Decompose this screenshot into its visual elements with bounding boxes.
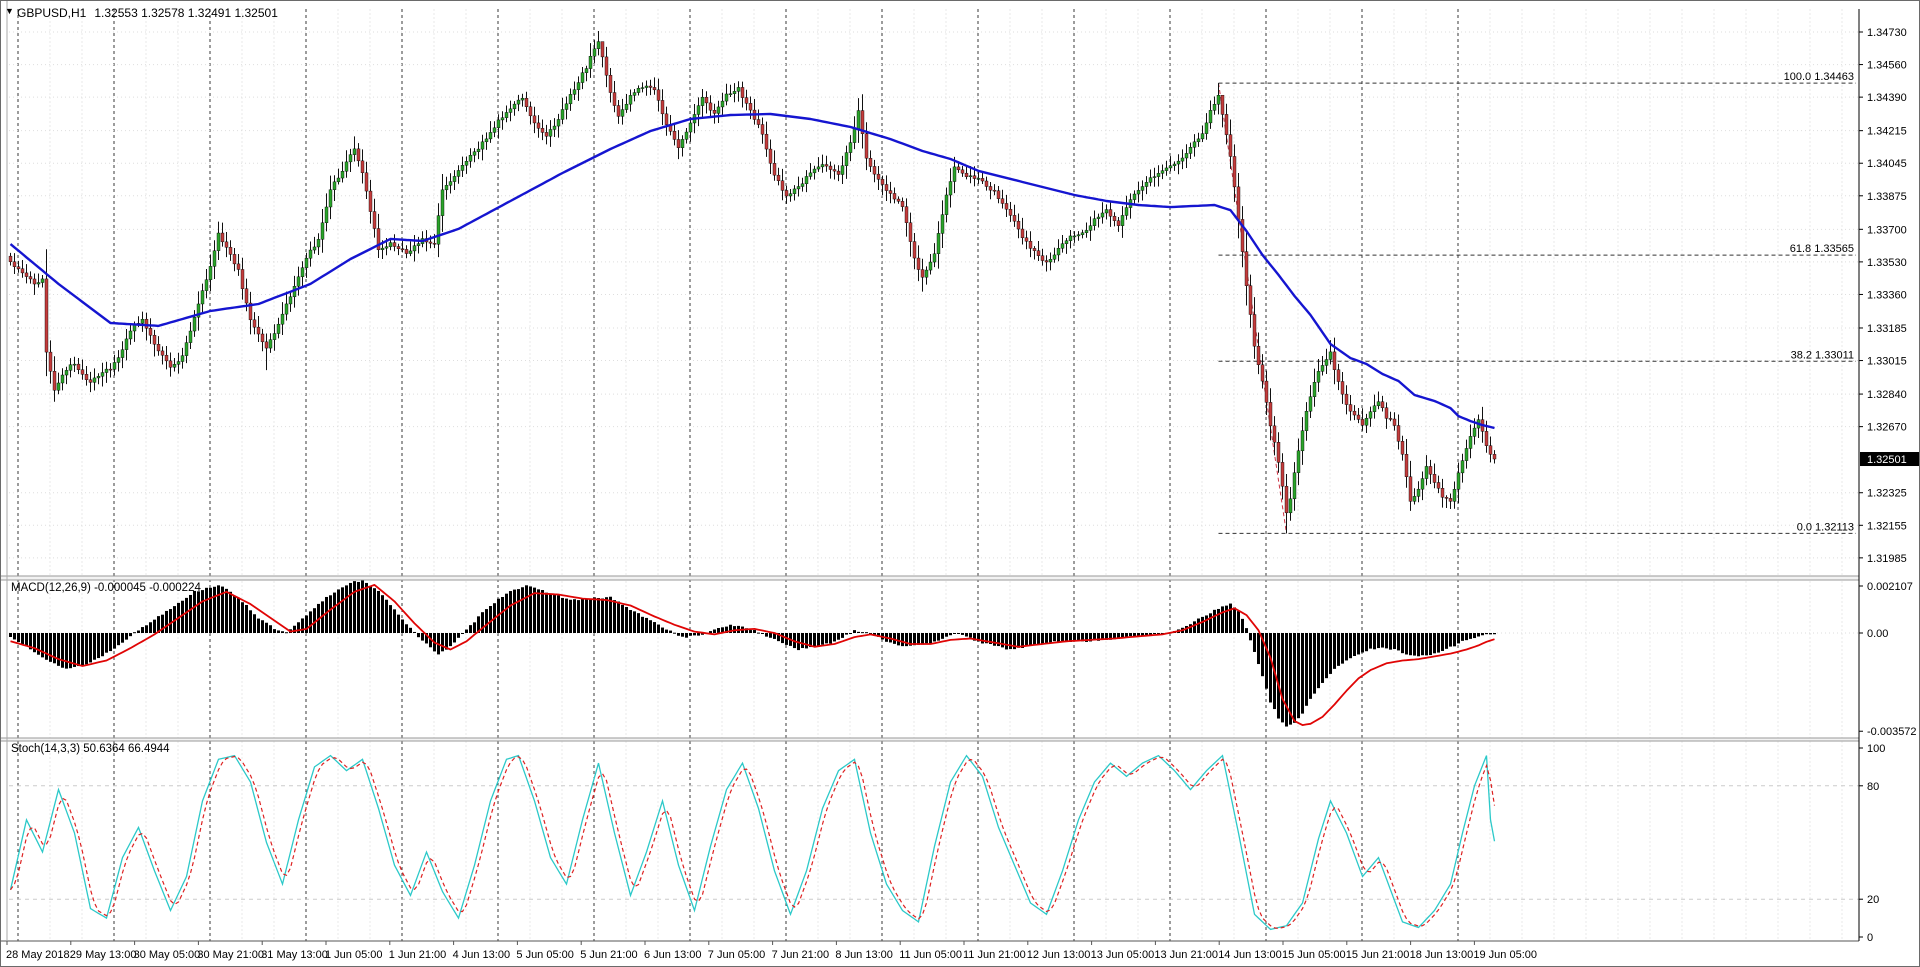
axis-tick-label: 1.34215 [1867, 126, 1907, 138]
axis-tick-label: 80 [1867, 781, 1879, 793]
time-tick-label: 30 May 21:00 [197, 949, 264, 961]
time-tick-label: 31 May 13:00 [261, 949, 328, 961]
symbol-dropdown-icon[interactable]: ▼ [5, 6, 14, 16]
time-tick-label: 7 Jun 21:00 [772, 949, 830, 961]
time-tick-label: 5 Jun 21:00 [580, 949, 638, 961]
axis-tick-label: 1.33185 [1867, 323, 1907, 335]
time-tick-label: 1 Jun 05:00 [325, 949, 383, 961]
moving-average-line [9, 112, 1495, 430]
candlesticks[interactable] [8, 31, 1497, 534]
axis-tick-label: 1.32840 [1867, 389, 1907, 401]
time-tick-label: 15 Jun 21:00 [1346, 949, 1410, 961]
time-tick-label: 11 Jun 05:00 [899, 949, 962, 961]
axis-tick-label: 1.34730 [1867, 27, 1907, 39]
axis-tick-label: 0.002107 [1867, 581, 1913, 593]
time-tick-label: 13 Jun 05:00 [1091, 949, 1155, 961]
time-tick-label: 18 Jun 13:00 [1410, 949, 1474, 961]
axis-tick-label: 100 [1867, 743, 1885, 755]
price-scale[interactable]: 1.34730 1.34560 1.34390 1.34215 1.34045 1.338… [1858, 1, 1920, 967]
time-tick-label: 5 Jun 05:00 [516, 949, 574, 961]
fibonacci-retracement[interactable]: 100.0 1.34463 61.8 1.33565 38.2 1.33011 0.0… [1218, 71, 1857, 534]
axis-tick-label: 1.34560 [1867, 60, 1907, 72]
time-tick-label: 12 Jun 13:00 [1027, 949, 1091, 961]
time-tick-label: 30 May 05:00 [134, 949, 201, 961]
time-tick-label: 28 May 2018 [6, 949, 70, 961]
time-tick-label: 1 Jun 21:00 [389, 949, 447, 961]
fib-level-label: 0.0 1.32113 [1797, 521, 1854, 533]
time-tick-label: 29 May 13:00 [70, 949, 137, 961]
fib-level-label: 100.0 1.34463 [1784, 71, 1854, 83]
stochastic-lines[interactable] [9, 754, 1496, 931]
current-price-box: 1.32501 [1860, 452, 1919, 467]
time-tick-label: 6 Jun 13:00 [644, 949, 702, 961]
current-price-label: 1.32501 [1867, 454, 1907, 466]
time-tick-label: 14 Jun 13:00 [1218, 949, 1282, 961]
axis-tick-label: 1.32155 [1867, 520, 1907, 532]
macd-signal-line [10, 584, 1495, 726]
axis-tick-label: 0.00 [1867, 628, 1888, 640]
axis-tick-label: 1.33530 [1867, 257, 1907, 269]
time-tick-label: 8 Jun 13:00 [835, 949, 893, 961]
axis-tick-label: 1.33700 [1867, 224, 1907, 236]
axis-tick-label: 1.33015 [1867, 356, 1907, 368]
time-tick-label: 19 Jun 05:00 [1473, 949, 1537, 961]
macd-histogram[interactable] [9, 579, 1496, 727]
time-tick-label: 4 Jun 13:00 [453, 949, 511, 961]
axis-tick-label: 1.34045 [1867, 158, 1907, 170]
axis-tick-label: 1.34390 [1867, 92, 1907, 104]
axis-tick-label: 1.33875 [1867, 191, 1907, 203]
time-tick-label: 7 Jun 05:00 [708, 949, 766, 961]
axis-tick-label: 20 [1867, 894, 1879, 906]
fib-level-label: 38.2 1.33011 [1791, 349, 1854, 361]
axis-tick-label: 1.32325 [1867, 488, 1907, 500]
axis-tick-label: 1.31985 [1867, 553, 1907, 565]
stoch-k-line [9, 754, 1496, 931]
time-tick-label: 15 Jun 05:00 [1282, 949, 1346, 961]
time-tick-label: 11 Jun 21:00 [963, 949, 1026, 961]
stoch-d-line [10, 755, 1496, 930]
time-tick-label: 13 Jun 21:00 [1154, 949, 1218, 961]
axis-tick-label: 1.33360 [1867, 289, 1907, 301]
axis-tick-label: 0 [1867, 932, 1873, 944]
grid-lines [9, 9, 1859, 941]
axis-tick-label: -0.003572 [1867, 726, 1917, 738]
fib-level-label: 61.8 1.33565 [1790, 243, 1854, 255]
panel-dividers[interactable] [1, 575, 1920, 942]
axis-tick-label: 1.32670 [1867, 422, 1907, 434]
